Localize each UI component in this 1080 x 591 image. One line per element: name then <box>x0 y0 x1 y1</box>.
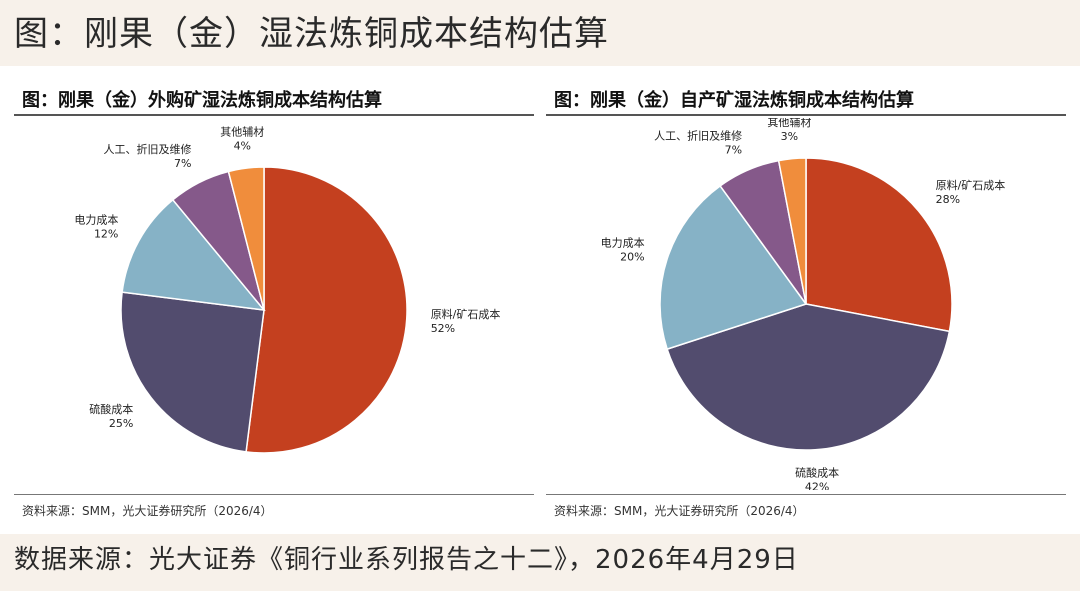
slice-value-label: 7% <box>725 144 742 157</box>
pie-slice-2 <box>121 198 266 311</box>
title-rule <box>546 114 1066 116</box>
slice-value-label: 28% <box>936 193 960 206</box>
chart-title: 图：刚果（金）外购矿湿法炼铜成本结构估算 <box>22 90 382 111</box>
title-rule <box>14 114 534 116</box>
pie-slice-0 <box>245 166 408 454</box>
slice-value-label: 12% <box>94 228 118 241</box>
slice-category-label: 原料/矿石成本 <box>936 178 1006 192</box>
chart-panel-own-ore: 图：刚果（金）自产矿湿法炼铜成本结构估算 原料/矿石成本 28% 硫酸成本 42% 电力… <box>546 66 1066 534</box>
source-note: 资料来源：SMM，光大证券研究所（2026/4） <box>22 504 273 518</box>
pie-slice-1 <box>666 303 951 451</box>
slice-category-label: 人工、折旧及维修 <box>104 142 192 156</box>
slice-value-label: 3% <box>781 130 798 143</box>
source-rule <box>546 494 1066 495</box>
page-title: 图：刚果（金）湿法炼铜成本结构估算 <box>14 14 609 54</box>
slice-value-label: 20% <box>620 251 644 264</box>
chart-panel-purchased-ore: 图：刚果（金）外购矿湿法炼铜成本结构估算 原料/矿石成本 52% 硫酸成本 25% 电力… <box>14 66 534 534</box>
source-note: 资料来源：SMM，光大证券研究所（2026/4） <box>554 504 805 518</box>
slice-value-label: 25% <box>109 417 133 430</box>
slice-value-label: 52% <box>431 322 455 335</box>
pie-slice-0 <box>805 157 953 333</box>
slice-category-label: 电力成本 <box>601 236 645 250</box>
slice-value-label: 42% <box>805 481 829 490</box>
pie-slice-2 <box>659 184 808 351</box>
slice-category-label: 人工、折旧及维修 <box>654 129 742 143</box>
pie-slice-4 <box>227 166 265 311</box>
slice-value-label: 4% <box>234 139 251 152</box>
slice-category-label: 硫酸成本 <box>89 402 133 416</box>
slice-category-label: 硫酸成本 <box>795 466 839 480</box>
chart-title: 图：刚果（金）自产矿湿法炼铜成本结构估算 <box>554 90 914 111</box>
pie-slice-4 <box>777 157 807 305</box>
slice-category-label: 其他辅材 <box>767 118 811 129</box>
pie-slice-1 <box>120 291 265 453</box>
footer-source: 数据来源：光大证券《铜行业系列报告之十二》，2026年4月29日 <box>14 545 799 575</box>
charts-area: 图：刚果（金）外购矿湿法炼铜成本结构估算 原料/矿石成本 52% 硫酸成本 25% 电力… <box>0 66 1080 534</box>
source-rule <box>14 494 534 495</box>
slice-category-label: 原料/矿石成本 <box>431 307 501 321</box>
slice-value-label: 7% <box>174 157 191 170</box>
slice-category-label: 电力成本 <box>74 213 118 227</box>
slice-category-label: 其他辅材 <box>220 124 264 138</box>
